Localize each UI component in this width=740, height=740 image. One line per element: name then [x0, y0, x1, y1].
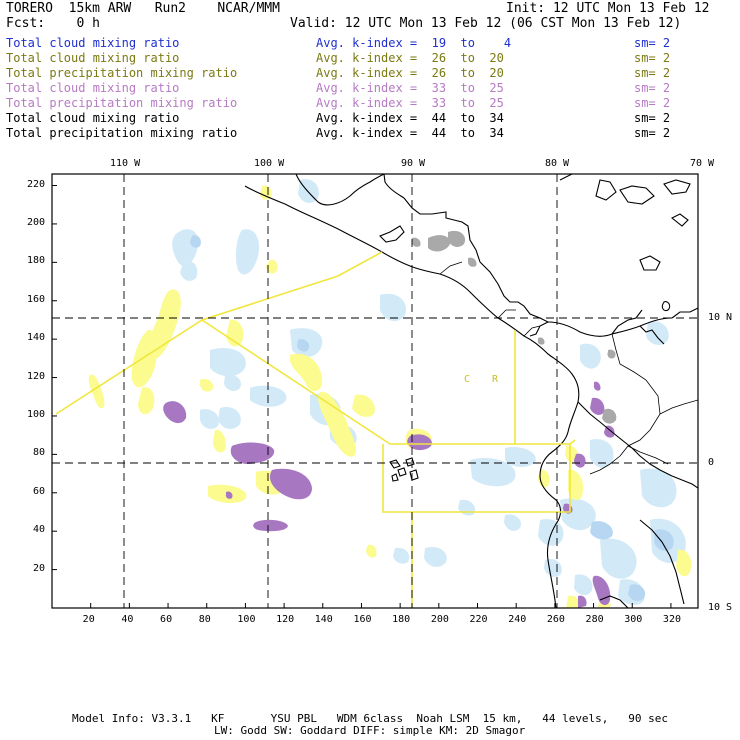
- y-tick-label: 180: [27, 255, 46, 267]
- x-tick-label: 120: [276, 614, 295, 625]
- legend-field-label: Total cloud mixing ratio: [6, 51, 180, 65]
- legend-k-index: Avg. k-index = 44 to 34: [316, 126, 504, 140]
- valid-time: Valid: 12 UTC Mon 13 Feb 12 (06 CST Mon …: [290, 16, 682, 31]
- y-tick-label: 20: [33, 562, 46, 574]
- legend-field-label: Total cloud mixing ratio: [6, 81, 180, 95]
- legend-field-label: Total precipitation mixing ratio: [6, 96, 238, 110]
- lat-label-10s: 10 S: [708, 602, 733, 613]
- legend-field-label: Total cloud mixing ratio: [6, 111, 180, 125]
- y-tick-label: 200: [27, 216, 46, 228]
- lat-label-0: 0: [708, 457, 715, 468]
- x-tick-label: 40: [121, 614, 134, 625]
- political-borders: [439, 261, 698, 475]
- lat-label-10n: 10 N: [708, 312, 733, 323]
- x-tick-label: 200: [430, 614, 449, 625]
- x-tick-label: 280: [585, 614, 604, 625]
- cloud-mixing-ratio-mid: [190, 235, 674, 601]
- x-tick-label: 180: [392, 614, 411, 625]
- x-tick-label: 80: [198, 614, 211, 625]
- y-tick-label: 220: [27, 178, 46, 190]
- legend-k-index: Avg. k-index = 19 to 4: [316, 36, 512, 50]
- y-tick-label: 80: [33, 447, 46, 459]
- legend-k-index: Avg. k-index = 26 to 20: [316, 66, 504, 80]
- x-tick-label: 220: [469, 614, 488, 625]
- x-tick-label: 260: [546, 614, 565, 625]
- x-tick-label: 320: [662, 614, 681, 625]
- legend-smoothing: sm= 2: [634, 36, 671, 50]
- legend-k-index: Avg. k-index = 33 to 25: [316, 96, 504, 110]
- x-tick-label: 160: [353, 614, 372, 625]
- x-tick-label: 240: [508, 614, 527, 625]
- x-tick-label: 60: [160, 614, 173, 625]
- init-time: Init: 12 UTC Mon 13 Feb 12: [506, 1, 710, 16]
- plot-frame: [51, 173, 699, 609]
- lon-label-110w: 110 W: [110, 158, 141, 169]
- x-tick-label: 20: [82, 614, 95, 625]
- legend-smoothing: sm= 2: [634, 126, 671, 140]
- country-label-r: R: [492, 374, 499, 385]
- legend-k-index: Avg. k-index = 33 to 25: [316, 81, 504, 95]
- x-tick-label: 300: [624, 614, 643, 625]
- legend-field-label: Total precipitation mixing ratio: [6, 126, 238, 140]
- lon-label-100w: 100 W: [254, 158, 285, 169]
- country-label-c: C: [464, 374, 471, 385]
- y-tick-label: 120: [27, 370, 46, 382]
- lon-label-80w: 80 W: [545, 158, 570, 169]
- lon-label-70w: 70 W: [690, 158, 715, 169]
- legend-smoothing: sm= 2: [634, 51, 671, 65]
- y-tick-label: 100: [27, 408, 46, 420]
- legend-k-index: Avg. k-index = 44 to 34: [316, 111, 504, 125]
- tick-marks: [52, 185, 672, 608]
- legend-smoothing: sm= 2: [634, 96, 671, 110]
- x-tick-label: 140: [314, 614, 333, 625]
- legend-smoothing: sm= 2: [634, 111, 671, 125]
- y-tick-label: 40: [33, 524, 46, 536]
- legend-k-index: Avg. k-index = 26 to 20: [316, 51, 504, 65]
- x-tick-label: 100: [237, 614, 256, 625]
- legend-smoothing: sm= 2: [634, 66, 671, 80]
- model-info-line1: Model Info: V3.3.1 KF YSU PBL WDM 6class…: [72, 712, 669, 725]
- model-info-line2: LW: Godd SW: Goddard DIFF: simple KM: 2D…: [214, 724, 526, 737]
- model-title: TORERO 15km ARW Run2 NCAR/MMM: [6, 1, 280, 16]
- domain-boundaries: [55, 251, 576, 608]
- map-field-layer: [52, 174, 698, 608]
- y-tick-label: 60: [33, 485, 46, 497]
- lon-label-90w: 90 W: [401, 158, 426, 169]
- legend-field-label: Total cloud mixing ratio: [6, 36, 180, 50]
- y-tick-label: 160: [27, 293, 46, 305]
- y-tick-label: 140: [27, 332, 46, 344]
- cloud-mixing-ratio-gray: [412, 230, 617, 424]
- legend-field-label: Total precipitation mixing ratio: [6, 66, 238, 80]
- forecast-hour: Fcst: 0 h: [6, 16, 100, 31]
- lat-lon-grid: [52, 174, 698, 608]
- coastlines: [244, 174, 698, 608]
- legend-smoothing: sm= 2: [634, 81, 671, 95]
